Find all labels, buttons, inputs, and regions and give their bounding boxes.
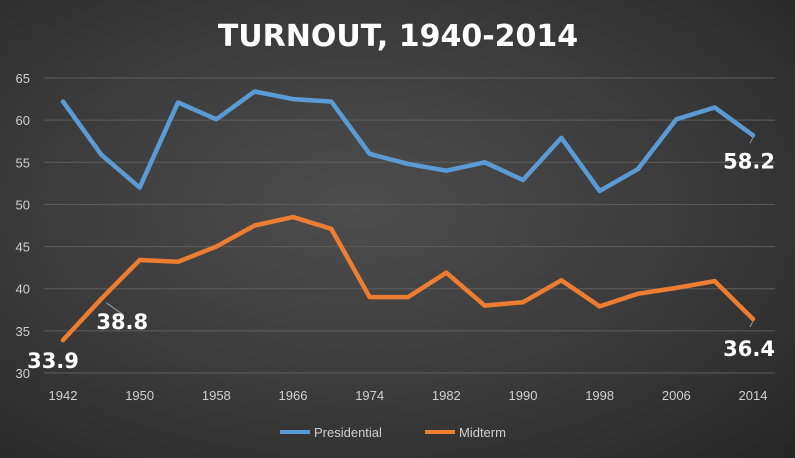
data-point-presidential <box>712 105 717 110</box>
x-tick-label: 1966 <box>279 388 308 403</box>
chart-title: TURNOUT, 1940-2014 <box>218 19 578 54</box>
data-point-presidential <box>751 133 755 138</box>
data-label: 36.4 <box>723 337 775 361</box>
x-tick-label: 2006 <box>662 388 691 403</box>
data-label: 38.8 <box>96 310 148 334</box>
data-point-presidential <box>99 152 104 157</box>
data-point-presidential <box>291 97 295 102</box>
leader-line <box>749 137 754 144</box>
data-point-midterm <box>367 295 372 300</box>
legend-label-midterm: Midterm <box>459 425 506 440</box>
data-point-presidential <box>367 151 372 156</box>
y-tick-label: 30 <box>16 366 30 381</box>
y-tick-label: 65 <box>16 71 30 86</box>
x-tick-label: 1990 <box>509 388 538 403</box>
data-point-midterm <box>137 258 142 263</box>
data-point-presidential <box>482 160 487 165</box>
data-point-midterm <box>712 279 717 284</box>
data-point-midterm <box>559 278 564 283</box>
data-point-presidential <box>674 117 679 122</box>
leader-line <box>106 302 124 316</box>
data-point-presidential <box>137 185 142 190</box>
data-point-presidential <box>444 168 449 173</box>
data-label: 33.9 <box>27 349 79 373</box>
y-tick-label: 50 <box>16 197 30 212</box>
data-point-presidential <box>214 117 219 122</box>
data-point-presidential <box>521 177 525 182</box>
data-point-midterm <box>444 270 449 275</box>
y-tick-label: 55 <box>16 155 30 170</box>
data-point-midterm <box>99 296 104 301</box>
series-line-presidential <box>60 89 756 194</box>
data-point-presidential <box>636 167 640 172</box>
data-point-presidential <box>597 188 602 193</box>
x-tick-label: 1958 <box>202 388 231 403</box>
data-point-midterm <box>252 223 257 228</box>
y-tick-label: 45 <box>16 240 30 255</box>
data-point-midterm <box>597 304 602 309</box>
x-tick-label: 1974 <box>355 388 384 403</box>
data-point-presidential <box>61 99 65 104</box>
y-tick-label: 60 <box>16 113 30 128</box>
data-point-presidential <box>329 99 334 104</box>
data-point-midterm <box>674 285 679 290</box>
data-point-midterm <box>521 300 525 305</box>
data-point-midterm <box>751 317 755 322</box>
y-tick-label: 35 <box>16 324 30 339</box>
x-tick-label: 2014 <box>739 388 768 403</box>
leader-line <box>749 320 754 328</box>
data-point-presidential <box>559 135 564 140</box>
x-tick-label: 1942 <box>49 388 78 403</box>
data-point-presidential <box>252 89 257 94</box>
legend-label-presidential: Presidential <box>314 425 382 440</box>
data-point-midterm <box>61 338 65 343</box>
data-point-presidential <box>406 161 410 166</box>
data-label: 58.2 <box>723 149 775 173</box>
x-tick-label: 1998 <box>585 388 614 403</box>
data-point-presidential <box>176 100 180 105</box>
data-point-midterm <box>176 259 180 264</box>
data-point-midterm <box>636 291 640 296</box>
series-line-midterm <box>60 214 756 343</box>
data-point-midterm <box>214 244 219 249</box>
data-point-midterm <box>329 226 334 231</box>
data-point-midterm <box>406 295 410 300</box>
data-point-midterm <box>482 303 487 308</box>
x-tick-label: 1950 <box>125 388 154 403</box>
y-tick-label: 40 <box>16 282 30 297</box>
data-point-midterm <box>291 215 295 220</box>
x-tick-label: 1982 <box>432 388 461 403</box>
